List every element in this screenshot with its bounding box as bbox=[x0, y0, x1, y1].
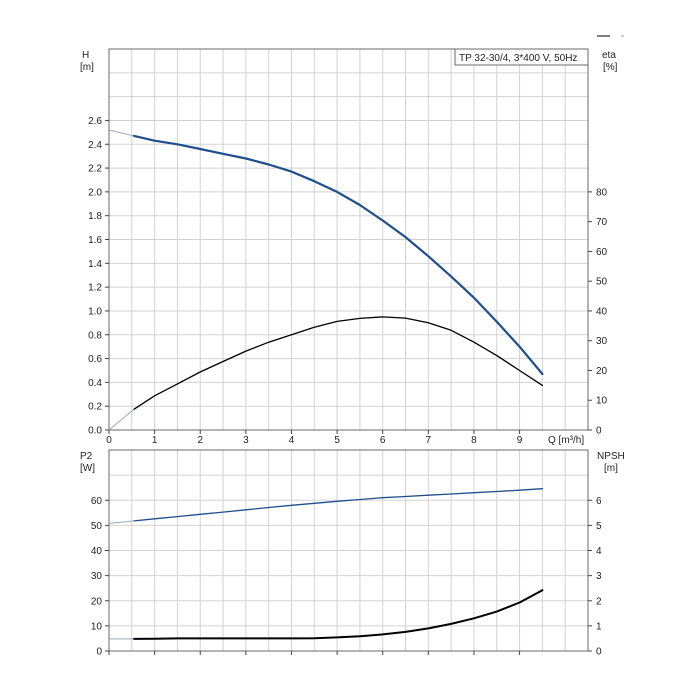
y-right-tick-label: 40 bbox=[596, 306, 608, 317]
y-right-tick-label: 30 bbox=[596, 336, 608, 347]
power-npsh-curves bbox=[108, 488, 544, 640]
y-right-tick-label: 20 bbox=[596, 366, 608, 377]
x-tick-label: 8 bbox=[471, 435, 477, 446]
y-left-tick-label: 0.6 bbox=[88, 354, 102, 365]
y-left-tick-label: 50 bbox=[91, 521, 103, 532]
y-right-tick-label: 4 bbox=[596, 546, 602, 557]
power-curve bbox=[133, 488, 544, 522]
power-npsh-panel: 0 10 20 30 40 50 60 0 1 2 3 4 5 6 P2 [W] NPSH [m] bbox=[80, 449, 625, 658]
x-tick-label: 9 bbox=[517, 435, 523, 446]
y-left-tick-label: 1.6 bbox=[88, 235, 102, 246]
power-npsh-grid bbox=[109, 450, 588, 651]
x-tick-label: 7 bbox=[426, 435, 432, 446]
y-right-tick-label: 60 bbox=[596, 247, 608, 258]
performance-grid bbox=[109, 49, 588, 430]
y-left-tick-label: 2.0 bbox=[88, 187, 102, 198]
y-left-tick-label: 1.8 bbox=[88, 211, 102, 222]
y-left-tick-label: 2.2 bbox=[88, 164, 102, 175]
y-left-tick-label: 0.2 bbox=[88, 402, 102, 413]
curve-extrapolation bbox=[108, 129, 135, 137]
npsh-axis-label: NPSH bbox=[597, 451, 625, 462]
performance-ticks: 0.0 0.2 0.4 0.6 0.8 1.0 1.2 1.4 1.6 1.8 2.0 2.2 2.4 2… bbox=[88, 116, 607, 446]
y-right-tick-label: 70 bbox=[596, 217, 608, 228]
y-left-tick-label: 0.0 bbox=[88, 426, 102, 437]
h-axis-label: H bbox=[82, 50, 89, 61]
y-left-tick-label: 40 bbox=[91, 546, 103, 557]
head-curve bbox=[133, 134, 544, 376]
q-axis-label: Q [m³/h] bbox=[548, 435, 584, 446]
npsh-curve bbox=[133, 589, 544, 640]
y-right-tick-label: 50 bbox=[596, 277, 608, 288]
power-npsh-ticks: 0 10 20 30 40 50 60 0 1 2 3 4 5 6 bbox=[91, 496, 602, 658]
y-right-tick-label: 5 bbox=[596, 521, 602, 532]
x-tick-label: 6 bbox=[380, 435, 386, 446]
eta-axis-unit: [%] bbox=[603, 62, 618, 73]
curve-extrapolation bbox=[108, 408, 135, 431]
y-left-tick-label: 0.4 bbox=[88, 378, 102, 389]
y-left-tick-label: 2.4 bbox=[88, 140, 102, 151]
y-right-tick-label: 6 bbox=[596, 496, 602, 507]
y-left-tick-label: 60 bbox=[91, 496, 103, 507]
title-box bbox=[454, 48, 589, 66]
y-left-tick-label: 30 bbox=[91, 571, 103, 582]
efficiency-curve bbox=[133, 316, 544, 410]
x-tick-label: 0 bbox=[106, 435, 112, 446]
x-tick-label: 1 bbox=[152, 435, 158, 446]
y-left-tick-label: 20 bbox=[91, 596, 103, 607]
y-left-tick-label: 0 bbox=[96, 647, 102, 658]
y-right-tick-label: 10 bbox=[596, 396, 608, 407]
y-right-tick-label: 0 bbox=[596, 647, 602, 658]
y-right-tick-label: 0 bbox=[596, 426, 602, 437]
y-right-tick-label: 80 bbox=[596, 187, 608, 198]
y-left-tick-label: 10 bbox=[91, 621, 103, 632]
p2-axis-label: P2 bbox=[80, 451, 93, 462]
x-tick-label: 3 bbox=[243, 435, 249, 446]
h-axis-unit: [m] bbox=[80, 62, 94, 73]
performance-curves bbox=[108, 129, 544, 431]
y-left-tick-label: 1.2 bbox=[88, 283, 102, 294]
performance-panel: 0.0 0.2 0.4 0.6 0.8 1.0 1.2 1.4 1.6 1.8 2.0 2.2 2.4 2… bbox=[80, 48, 618, 446]
y-left-tick-label: 0.8 bbox=[88, 330, 102, 341]
x-tick-label: 4 bbox=[289, 435, 295, 446]
chart-title: TP 32-30/4, 3*400 V, 50Hz bbox=[459, 53, 577, 64]
npsh-axis-unit: [m] bbox=[604, 463, 618, 474]
curve-extrapolation bbox=[108, 520, 135, 524]
y-left-tick-label: 1.0 bbox=[88, 306, 102, 317]
x-tick-label: 5 bbox=[334, 435, 340, 446]
y-right-tick-label: 3 bbox=[596, 571, 602, 582]
y-left-tick-label: 2.6 bbox=[88, 116, 102, 127]
p2-axis-unit: [W] bbox=[80, 463, 95, 474]
y-left-tick-label: 1.4 bbox=[88, 259, 102, 270]
x-tick-label: 2 bbox=[197, 435, 203, 446]
y-right-tick-label: 1 bbox=[596, 621, 602, 632]
y-right-tick-label: 2 bbox=[596, 596, 602, 607]
eta-axis-label: eta bbox=[602, 50, 616, 61]
